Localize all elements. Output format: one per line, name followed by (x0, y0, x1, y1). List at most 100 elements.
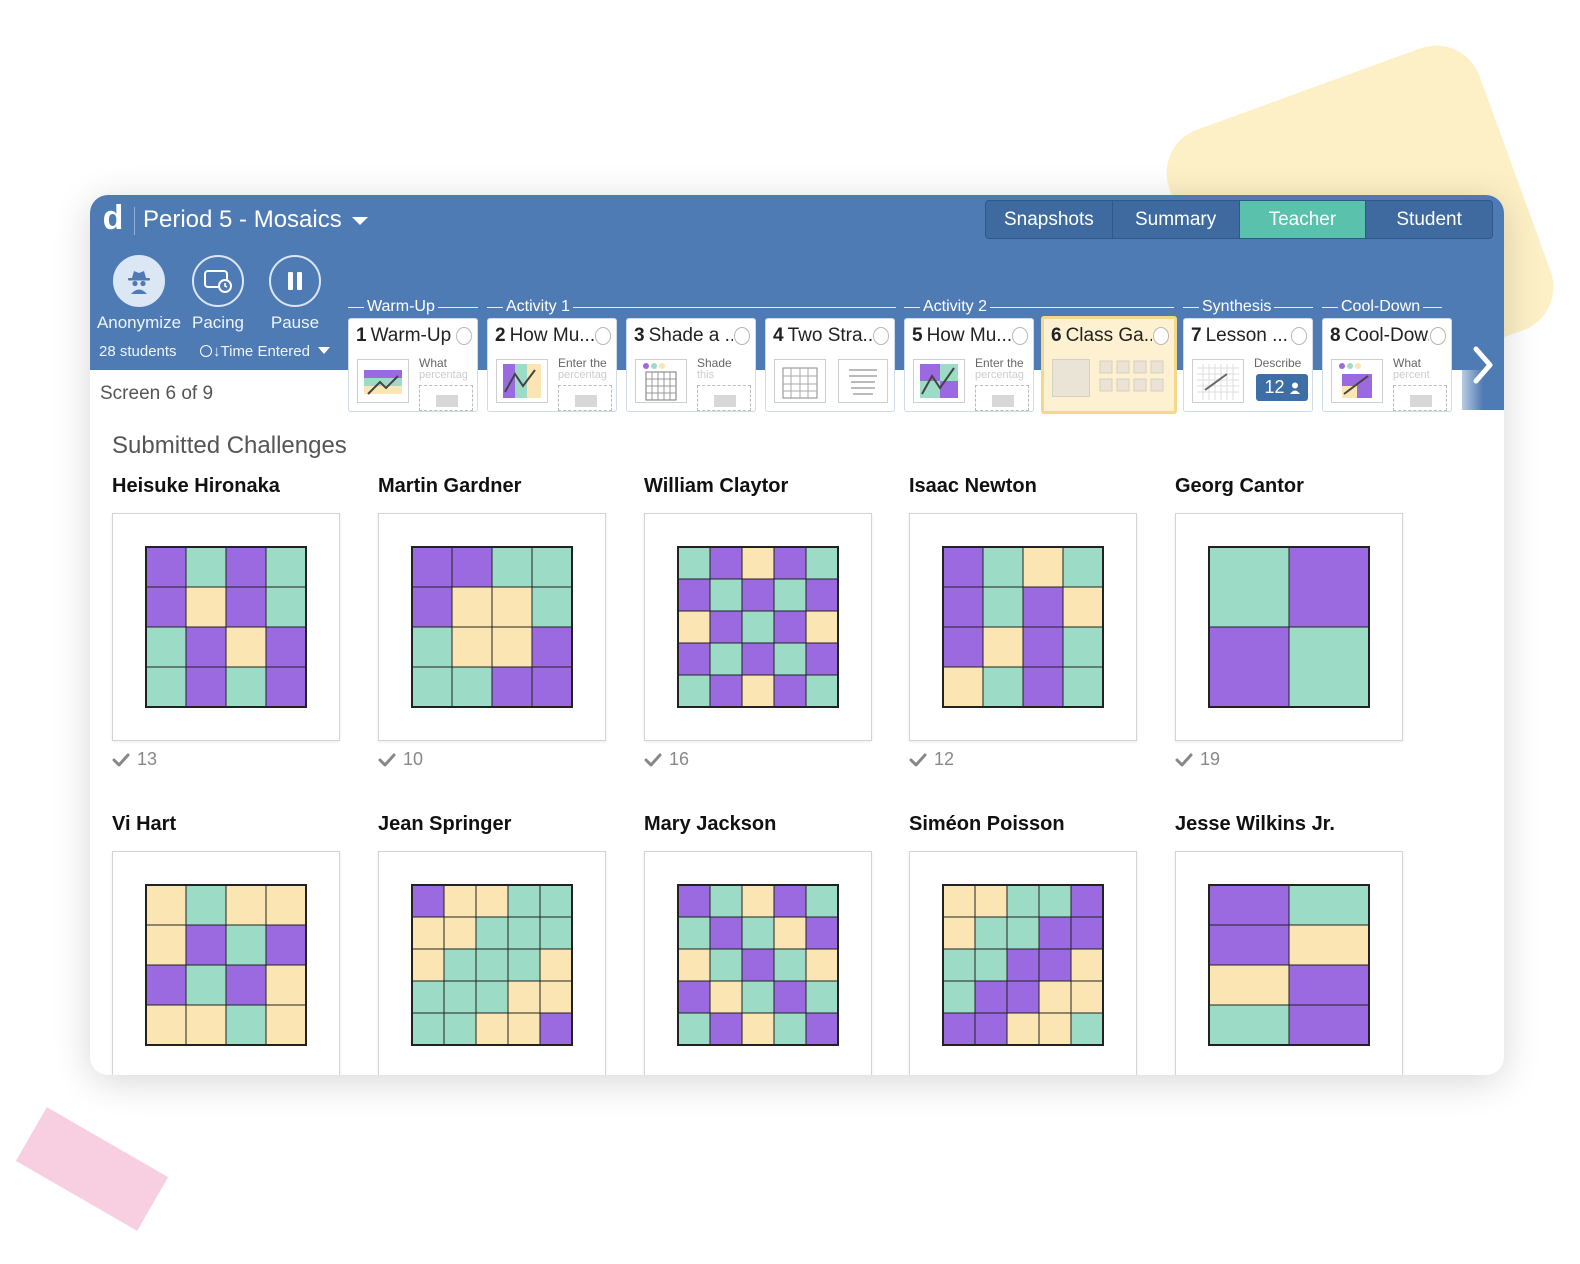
mosaic-tile[interactable] (644, 513, 872, 741)
tab-summary[interactable]: Summary (1113, 201, 1240, 238)
sort-dropdown[interactable]: ↓Time Entered (200, 343, 331, 360)
screen-card-6[interactable]: 6 Class Ga... (1041, 316, 1177, 414)
mosaic-cell (805, 578, 839, 612)
submission-card[interactable]: Georg Cantor 19 (1175, 475, 1403, 770)
submission-card[interactable]: Martin Gardner 10 (378, 475, 606, 770)
submission-card[interactable]: Jean Springer (378, 813, 606, 1075)
submission-card[interactable]: Heisuke Hironaka 13 (112, 475, 340, 770)
mosaic-cell (709, 674, 743, 708)
mosaic-cell (942, 666, 984, 708)
pause-icon (269, 255, 321, 307)
mosaic-cell (805, 884, 839, 918)
mosaic-cell (185, 1004, 227, 1046)
submission-card[interactable]: William Claytor 16 (644, 475, 872, 770)
mosaic-cell (451, 546, 493, 588)
dashboard-window: d Period 5 - Mosaics Snapshots Summary T… (90, 195, 1504, 1075)
tab-student[interactable]: Student (1396, 209, 1462, 230)
screen-card-5[interactable]: 5 How Mu... Enter the percentag (904, 318, 1034, 412)
section-warm-up-label: Warm-Up (364, 297, 438, 317)
mosaic-cell (531, 546, 573, 588)
mosaic-cell (942, 980, 976, 1014)
mosaic-cell (709, 642, 743, 676)
mosaic-cell (185, 626, 227, 668)
submission-card[interactable]: Siméon Poisson (909, 813, 1137, 1075)
mosaic-cell (709, 578, 743, 612)
mosaic-tile[interactable] (1175, 513, 1403, 741)
section-warm-up: Warm-Up (348, 297, 478, 317)
mosaic-cell (805, 916, 839, 950)
approval-count: 16 (644, 749, 872, 770)
approval-count-value: 12 (934, 749, 955, 769)
screen-card-title: 3 Shade a ... (634, 325, 733, 347)
mosaic-cell (265, 626, 307, 668)
mosaic-tile[interactable] (112, 851, 340, 1075)
sort-down-arrow-icon: ↓ (213, 343, 221, 360)
checkmark-icon (909, 753, 927, 766)
screen-card-1[interactable]: 1 Warm-Up What percentag (348, 318, 478, 412)
mosaic-cell (773, 642, 807, 676)
mosaic-cell (1038, 884, 1072, 918)
approval-count-value: 19 (1200, 749, 1221, 769)
students-on-screen-badge[interactable]: 12 (1256, 374, 1308, 401)
mosaic-cell (942, 884, 976, 918)
mosaic-border (1208, 546, 1370, 708)
screen-title: Lesson ... (1205, 325, 1288, 346)
student-name: Siméon Poisson (909, 813, 1065, 835)
mosaic-cell (145, 586, 187, 628)
next-screens-button[interactable] (1462, 320, 1504, 410)
mosaic-tile[interactable] (909, 513, 1137, 741)
mosaic-cell (1006, 884, 1040, 918)
mosaic-cell (677, 642, 711, 676)
submission-card[interactable]: Vi Hart (112, 813, 340, 1075)
mosaic-cell (677, 916, 711, 950)
mosaic-cell (531, 666, 573, 708)
student-name: Jesse Wilkins Jr. (1175, 813, 1335, 835)
mosaic-cell (185, 924, 227, 966)
screen-title: How Mu... (509, 325, 594, 346)
mosaic-tile[interactable] (644, 851, 872, 1075)
screen-card-3[interactable]: 3 Shade a ... Shade this (626, 318, 756, 412)
checkmark-icon (378, 753, 396, 766)
mosaic-cell (265, 586, 307, 628)
mosaic-cell (805, 1012, 839, 1046)
anonymize-button[interactable]: Anonymize (96, 255, 182, 333)
app-logo[interactable]: d (102, 199, 124, 237)
mosaic-cell (942, 916, 976, 950)
tab-snapshots[interactable]: Snapshots (986, 201, 1113, 238)
section-activity-2-label: Activity 2 (920, 297, 991, 317)
mosaic-cell (677, 1012, 711, 1046)
pacing-button[interactable]: Pacing (190, 255, 246, 333)
mosaic-tile[interactable] (112, 513, 340, 741)
submission-card[interactable]: Isaac Newton 12 (909, 475, 1137, 770)
mosaic-cell (677, 610, 711, 644)
class-selector[interactable]: Period 5 - Mosaics (143, 203, 368, 237)
mosaic-cell (1288, 964, 1370, 1006)
submission-card[interactable]: Jesse Wilkins Jr. (1175, 813, 1403, 1075)
mosaic-cell (773, 578, 807, 612)
pause-button[interactable]: Pause (267, 255, 323, 333)
screen-preview-text-2: this (697, 369, 715, 381)
mosaic-cell (1208, 924, 1290, 966)
screen-card-7[interactable]: 7 Lesson ... Describe 12 (1183, 318, 1313, 412)
mosaic-tile[interactable] (378, 513, 606, 741)
mosaic-cell (539, 916, 573, 950)
mosaic-tile[interactable] (378, 851, 606, 1075)
mosaic-cell (942, 586, 984, 628)
mosaic-cell (475, 948, 509, 982)
mosaic-cell (709, 884, 743, 918)
mosaic-border (145, 546, 307, 708)
screen-card-4[interactable]: 4 Two Stra... (765, 318, 895, 412)
mosaic-tile[interactable] (909, 851, 1137, 1075)
screen-title: Two Stra... (787, 325, 872, 346)
tab-teacher[interactable]: Teacher (1239, 201, 1367, 238)
submission-card[interactable]: Mary Jackson (644, 813, 872, 1075)
screen-number: 6 (1051, 325, 1062, 346)
mosaic-cell (145, 666, 187, 708)
mosaic-tile[interactable] (1175, 851, 1403, 1075)
mosaic-cell (1070, 884, 1104, 918)
approval-count-value: 10 (403, 749, 424, 769)
student-name: William Claytor (644, 475, 789, 497)
screen-card-2[interactable]: 2 How Mu... Enter the percentag (487, 318, 617, 412)
mosaic-cell (225, 1004, 267, 1046)
